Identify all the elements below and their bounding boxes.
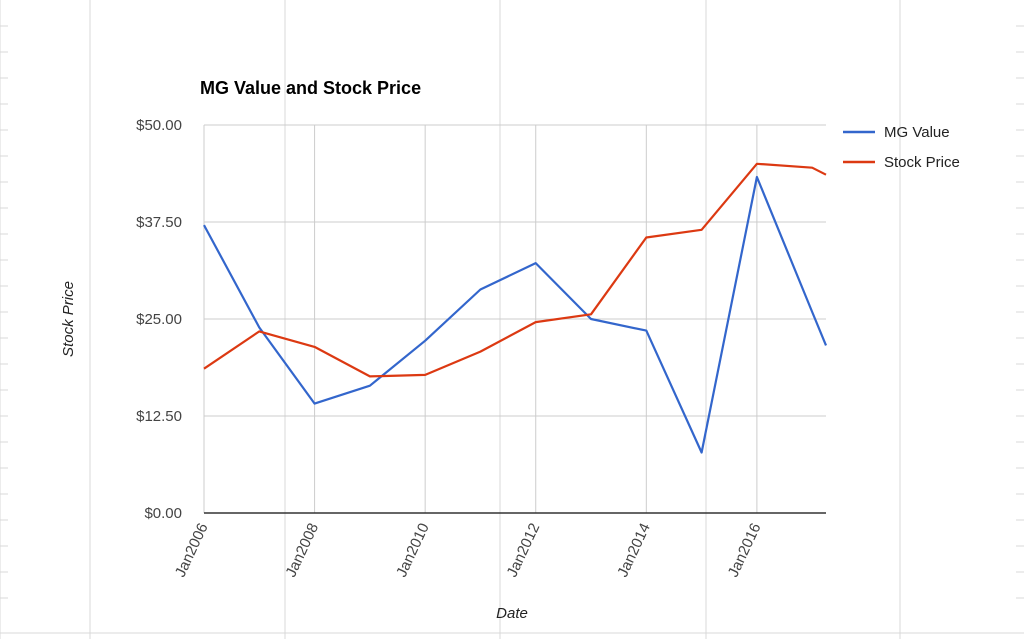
x-tick-label: Jan2008 bbox=[282, 521, 322, 580]
chart-gridlines bbox=[203, 124, 826, 513]
series-line-mg-value bbox=[203, 175, 828, 454]
series-line-stock-price bbox=[203, 162, 827, 378]
x-tick-label: Jan2012 bbox=[504, 521, 544, 580]
chart-title: MG Value and Stock Price bbox=[200, 78, 421, 98]
x-tick-label: Jan2016 bbox=[725, 521, 765, 580]
y-axis-title: Stock Price bbox=[60, 281, 77, 357]
x-tick-label: Jan2010 bbox=[393, 521, 433, 580]
legend-label: Stock Price bbox=[884, 154, 960, 171]
y-tick-label: $25.00 bbox=[136, 311, 182, 328]
y-tick-label: $37.50 bbox=[136, 214, 182, 231]
y-tick-labels: $0.00 $12.50 $25.00 $37.50 $50.00 bbox=[136, 117, 182, 522]
y-tick-label: $50.00 bbox=[136, 117, 182, 134]
x-axis-title: Date bbox=[496, 605, 528, 622]
x-tick-labels: Jan2006 Jan2008 Jan2010 Jan2012 Jan2014 Jan20… bbox=[172, 521, 765, 580]
x-tick-label: Jan2006 bbox=[172, 521, 212, 580]
x-tick-label: Jan2014 bbox=[614, 521, 654, 580]
legend-label: MG Value bbox=[884, 124, 950, 141]
y-tick-label: $12.50 bbox=[136, 408, 182, 425]
chart-series bbox=[203, 162, 828, 454]
y-tick-label: $0.00 bbox=[144, 505, 182, 522]
chart-legend: MG Value Stock Price bbox=[843, 124, 960, 171]
